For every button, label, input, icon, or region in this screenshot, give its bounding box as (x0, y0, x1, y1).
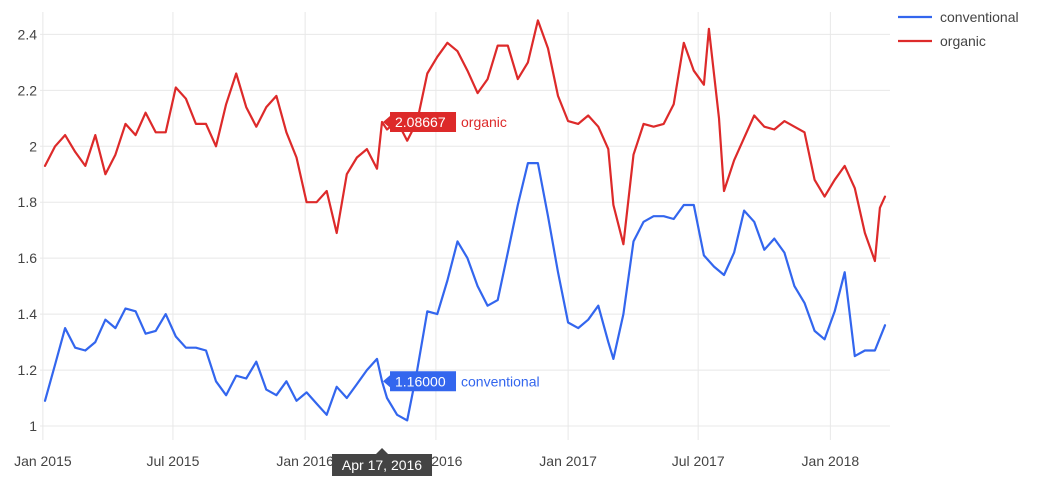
legend[interactable]: conventional organic (898, 9, 1019, 49)
x-tick-label: Jan 2018 (802, 453, 860, 469)
x-tick-label: Jul 2017 (672, 453, 725, 469)
legend-item-organic[interactable]: organic (898, 33, 986, 49)
hover-label-conventional: 1.16000 conventional (383, 371, 540, 392)
hover-date-box (332, 448, 433, 476)
y-tick-label: 2 (29, 138, 37, 154)
hover-box (383, 371, 457, 392)
y-tick-label: 1.6 (18, 250, 38, 266)
series-line-conventional[interactable] (43, 162, 887, 422)
y-tick-label: 1.2 (18, 362, 38, 378)
hover-date-label: Apr 17, 2016 (332, 448, 433, 476)
x-tick-label: Jan 2016 (276, 453, 334, 469)
hover-date-text: Apr 17, 2016 (342, 457, 422, 473)
hover-value: 1.16000 (395, 373, 446, 389)
y-tick-label: 1.8 (18, 194, 38, 210)
x-tick-label: Jan 2015 (14, 453, 72, 469)
hover-labels: 2.08667 organic 1.16000 conventional Apr 17,… (332, 112, 540, 476)
x-tick-label: Jul 2015 (146, 453, 199, 469)
y-tick-label: 1.4 (18, 306, 38, 322)
legend-label: conventional (940, 9, 1019, 25)
legend-item-conventional[interactable]: conventional (898, 9, 1019, 25)
hover-label-organic: 2.08667 organic (383, 112, 507, 133)
hover-series-name: organic (461, 114, 507, 130)
series-lines (43, 19, 887, 422)
axis-ticks: 1 1.2 1.4 1.6 1.8 2 2.2 2.4 Jan 2015 Jul 2015 Jan … (14, 26, 859, 469)
series-line-organic[interactable] (43, 19, 887, 263)
hover-series-name: conventional (461, 373, 540, 389)
y-tick-label: 2.2 (18, 82, 38, 98)
hover-box (383, 112, 457, 133)
legend-label: organic (940, 33, 986, 49)
x-tick-label: Jan 2017 (539, 453, 597, 469)
y-tick-label: 2.4 (18, 26, 38, 42)
y-tick-label: 1 (29, 418, 37, 434)
hover-value: 2.08667 (395, 114, 446, 130)
